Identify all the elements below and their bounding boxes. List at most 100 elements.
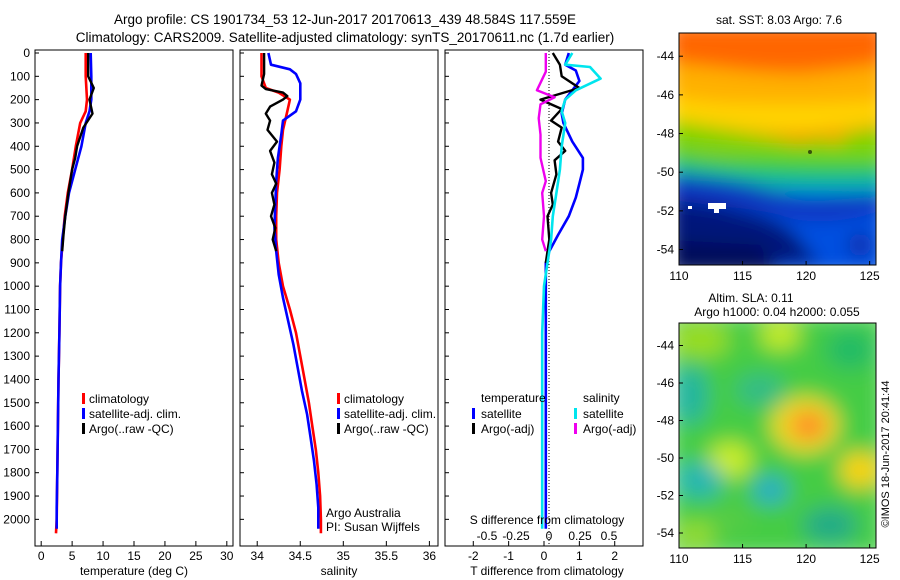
legend-label-satellite-clim: satellite-adj. clim.: [344, 407, 436, 421]
s-difference-tick-label: 0.25: [568, 529, 592, 543]
s-difference-tick-label: -0.25: [502, 529, 530, 543]
sla-map-lat-tick-label: -54: [657, 526, 675, 540]
legend-swatch-sal-satellite: [574, 408, 577, 419]
salinity-axis-label: salinity: [321, 564, 358, 578]
sst-map-lon-tick-label: 120: [796, 269, 816, 283]
temperature-axis-label: temperature (deg C): [80, 564, 188, 578]
sst-map-lat-tick-label: -52: [657, 204, 675, 218]
figure-title-line-2: Climatology: CARS2009. Satellite-adjuste…: [76, 30, 615, 45]
legend-swatch-satellite-clim: [82, 408, 85, 419]
sst-map-lat-tick-label: -48: [657, 127, 675, 141]
salinity-plot-frame: [239, 49, 439, 547]
temperature-x-tick-label: 5: [69, 549, 76, 563]
salinity-x-tick-label: 35: [337, 549, 351, 563]
difference-x-tick-label: 2: [611, 549, 618, 563]
sla-map-lat-tick-label: -46: [657, 376, 675, 390]
legend-label-argo: Argo(..raw -QC): [89, 422, 174, 436]
depth-tick-label: 1700: [3, 442, 30, 456]
figure-title-line-1: Argo profile: CS 1901734_53 12-Jun-2017 …: [114, 12, 576, 27]
sst-heatmap: [679, 33, 876, 265]
depth-tick-label: 500: [10, 163, 30, 177]
depth-tick-label: 1600: [3, 419, 30, 433]
sst-map-lat-tick-label: -44: [657, 49, 675, 63]
depth-axis: 0 100 200 300 400 500 600 700 800 900 1000 1100 1200…: [3, 46, 449, 526]
depth-tick-label: 0: [23, 46, 30, 60]
depth-tick-label: 400: [10, 139, 30, 153]
pi-note: PI: Susan Wijffels: [326, 520, 420, 534]
depth-tick-label: 300: [10, 116, 30, 130]
depth-tick-label: 2000: [3, 512, 30, 526]
depth-tick-label: 1900: [3, 489, 30, 503]
legend-label-satellite-clim: satellite-adj. clim.: [89, 407, 181, 421]
legend-label-climatology: climatology: [89, 392, 149, 406]
difference-x-tick-label: 0: [541, 549, 548, 563]
difference-series-group: [535, 52, 602, 529]
depth-tick-label: 1100: [4, 302, 30, 316]
sla-map-title: Altim. SLA: 0.11: [708, 291, 793, 305]
temperature-x-tick-label: 0: [38, 549, 45, 563]
depth-tick-label: 1400: [3, 372, 30, 386]
depth-tick-label: 1800: [3, 466, 30, 480]
sla-map-frame: [678, 322, 877, 549]
depth-tick-label: 900: [10, 256, 30, 270]
salinity-series-argo-raw-qc: [260, 53, 289, 252]
sst-map-lon-tick-label: 125: [860, 269, 880, 283]
sst-map-lat-tick-label: -50: [657, 165, 675, 179]
sla-map-lat-tick-label: -50: [657, 451, 675, 465]
temperature-plot-frame: [34, 49, 234, 547]
legend-swatch-temp-argo: [472, 423, 475, 434]
sla-map-lat-tick-label: -48: [657, 414, 675, 428]
salinity-x-tick-label: 34: [251, 549, 265, 563]
sla-map-lon-tick-label: 120: [796, 552, 816, 566]
sla-map-axis: 110 115 120 125 -44 -46 -48 -50 -52 -54: [657, 339, 880, 567]
salinity-series-satellite-adj-clim: [267, 52, 320, 529]
temperature-x-tick-label: 25: [189, 549, 203, 563]
depth-tick-label: 800: [10, 233, 30, 247]
salinity-x-tick-label: 35.5: [375, 549, 399, 563]
temperature-series-group: [54, 52, 96, 534]
legend-label-sal-satellite: satellite: [583, 407, 624, 421]
temperature-series-argo-raw-qc: [61, 53, 96, 252]
temperature-x-tick-label: 15: [127, 549, 141, 563]
difference-series-satellite-salinity: [540, 52, 602, 529]
legend-swatch-argo: [82, 423, 85, 434]
depth-tick-label: 1000: [3, 279, 30, 293]
difference-legend: temperature salinity satellite Argo(-adj…: [472, 391, 636, 436]
temperature-x-tick-label: 30: [220, 549, 234, 563]
sla-map-lat-tick-label: -44: [657, 339, 675, 353]
depth-tick-label: 1500: [3, 396, 30, 410]
depth-tick-label: 700: [10, 209, 30, 223]
salinity-x-tick-label: 36: [423, 549, 437, 563]
s-difference-tick-label: 0: [546, 529, 553, 543]
depth-tick-label: 1200: [3, 326, 30, 340]
sst-map-lon-tick-label: 110: [669, 269, 688, 283]
x-axis-ticks: 0 5 10 15 20 25 30 34 34.5 35 35.5 36 -2 -1 0 1 2 -0.5 -0.…: [38, 529, 619, 563]
sst-map-lon-tick-label: 115: [733, 269, 752, 283]
sla-heatmap: [679, 323, 876, 548]
legend-label-temp-argo: Argo(-adj): [481, 422, 534, 436]
legend-swatch-satellite-clim: [337, 408, 340, 419]
legend-header-temperature: temperature: [481, 391, 546, 405]
depth-tick-label: 200: [10, 93, 30, 107]
depth-tick-label: 100: [10, 69, 30, 83]
legend-swatch-climatology: [82, 393, 85, 404]
difference-x-tick-label: 1: [576, 549, 583, 563]
sst-map-title: sat. SST: 8.03 Argo: 7.6: [716, 13, 842, 27]
legend-swatch-climatology: [337, 393, 340, 404]
s-difference-tick-label: 0.5: [601, 529, 618, 543]
argo-australia-note: Argo Australia: [326, 506, 401, 520]
argo-float-marker-sst: [808, 150, 812, 154]
legend-swatch-temp-satellite: [472, 408, 475, 419]
legend-label-sal-argo: Argo(-adj): [583, 422, 636, 436]
temperature-x-tick-label: 20: [158, 549, 172, 563]
salinity-legend: climatology satellite-adj. clim. Argo(..…: [337, 392, 436, 436]
sst-map-lat-tick-label: -46: [657, 88, 675, 102]
sla-map-lat-tick-label: -52: [657, 489, 675, 503]
legend-label-temp-satellite: satellite: [481, 407, 522, 421]
sst-map-axis: 110 115 120 125 -44 -46 -48 -50 -52 -54: [657, 49, 880, 283]
legend-label-argo: Argo(..raw -QC): [344, 422, 429, 436]
legend-label-climatology: climatology: [344, 392, 404, 406]
temperature-legend: climatology satellite-adj. clim. Argo(..…: [82, 392, 181, 436]
sla-map-lon-tick-label: 115: [733, 552, 752, 566]
